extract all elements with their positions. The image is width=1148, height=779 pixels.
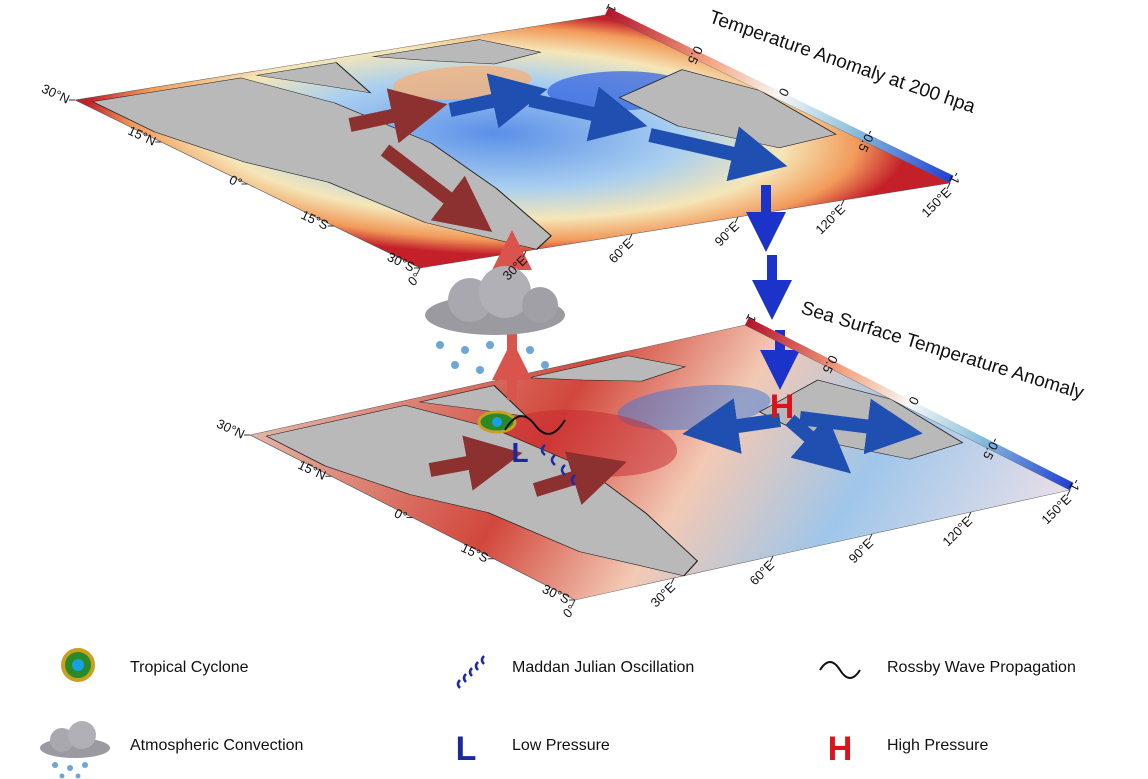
lat-label: 30°N <box>214 416 247 442</box>
lon-label: 150°E <box>918 184 954 220</box>
lon-tick <box>869 534 872 540</box>
lon-label: 60°E <box>605 235 636 266</box>
low-pressure-label: L <box>511 437 528 468</box>
legend-label: Rossby Wave Propagation <box>887 659 1076 676</box>
legend-cloud-icon <box>40 721 110 779</box>
legend-label: Low Pressure <box>512 737 610 754</box>
lon-tick <box>417 268 420 274</box>
lon-label: 120°E <box>939 513 975 549</box>
lon-tick <box>947 183 950 189</box>
lat-label: 30°N <box>39 81 72 107</box>
lon-tick <box>671 578 674 584</box>
lon-tick <box>629 234 632 240</box>
legend-rossby-icon <box>820 662 860 678</box>
lon-tick <box>735 217 738 223</box>
legend-cyclone-icon <box>63 650 93 680</box>
lon-label: 60°E <box>746 557 777 588</box>
legend-label: Maddan Julian Oscillation <box>512 659 694 676</box>
legend: Tropical Cyclone Maddan Julian Oscillati… <box>40 650 1076 779</box>
lon-tick <box>841 200 844 206</box>
lon-tick <box>572 600 575 606</box>
high-pressure-label: H <box>770 388 795 426</box>
legend-label: Atmospheric Convection <box>130 737 303 754</box>
convection-cloud <box>425 266 565 374</box>
legend-mjo-icon <box>458 656 484 688</box>
lon-tick <box>770 556 773 562</box>
lon-label: 150°E <box>1038 491 1074 527</box>
lon-label: 90°E <box>711 218 742 249</box>
lon-label: 120°E <box>812 201 848 237</box>
legend-symbol: H <box>828 730 853 768</box>
lon-tick <box>968 512 971 518</box>
legend-label: High Pressure <box>887 737 988 754</box>
legend-label: Tropical Cyclone <box>130 659 249 676</box>
lon-tick <box>1067 490 1070 496</box>
lower-map <box>250 325 1070 600</box>
lon-label: 90°E <box>845 535 876 566</box>
legend-symbol: L <box>456 730 477 768</box>
diagram: L H Temperature Anomaly at 200 hpa Sea S… <box>0 0 1148 779</box>
lon-label: 30°E <box>647 579 678 610</box>
lon-tick <box>523 251 526 257</box>
